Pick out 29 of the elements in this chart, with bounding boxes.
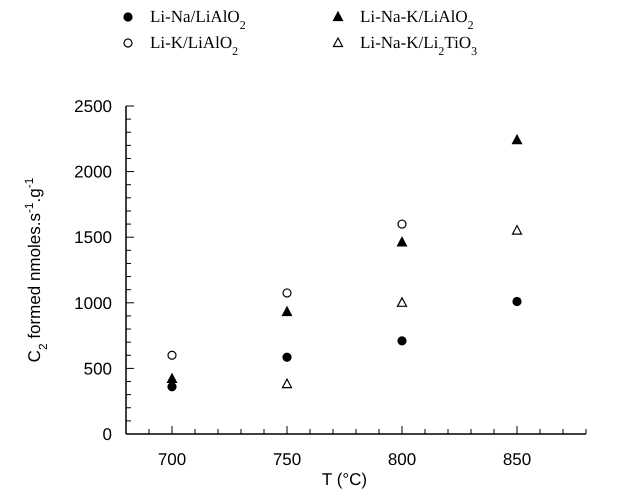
- point: [282, 288, 292, 298]
- point: [282, 306, 292, 316]
- legend-label: Li-Na-K/Li$_{2}$TiO$_{3}$: [360, 33, 478, 58]
- y-tick-label: 1000: [74, 294, 112, 313]
- x-tick-label: 700: [158, 450, 186, 469]
- y-tick-label: 0: [102, 425, 112, 444]
- y-tick-label: 1500: [74, 228, 112, 248]
- y-tick-label: 500: [84, 359, 112, 378]
- point: [397, 219, 407, 229]
- legend-label: Li-Na-K/LiAlO$_{2}$: [360, 7, 474, 32]
- y-tick-label: 2000: [74, 162, 112, 182]
- point: [167, 382, 177, 392]
- point: [282, 378, 292, 388]
- point: [167, 350, 177, 360]
- point: [512, 134, 522, 144]
- legend-label: Li-Na/LiAlO$_{2}$: [150, 7, 246, 32]
- point: [396, 236, 408, 247]
- point: [282, 352, 292, 362]
- point: [397, 336, 407, 346]
- point: [396, 297, 408, 307]
- x-tick-label: 850: [502, 450, 532, 469]
- legend-label: Li-K/LiAlO$_{2}$: [150, 33, 238, 58]
- point: [512, 225, 522, 235]
- x-tick-label: 750: [272, 450, 302, 469]
- x-axis-title: T (°C): [322, 470, 368, 489]
- x-tick-label: 800: [388, 450, 416, 469]
- point: [166, 373, 178, 383]
- point: [512, 296, 522, 306]
- y-tick-label: 2500: [74, 97, 112, 116]
